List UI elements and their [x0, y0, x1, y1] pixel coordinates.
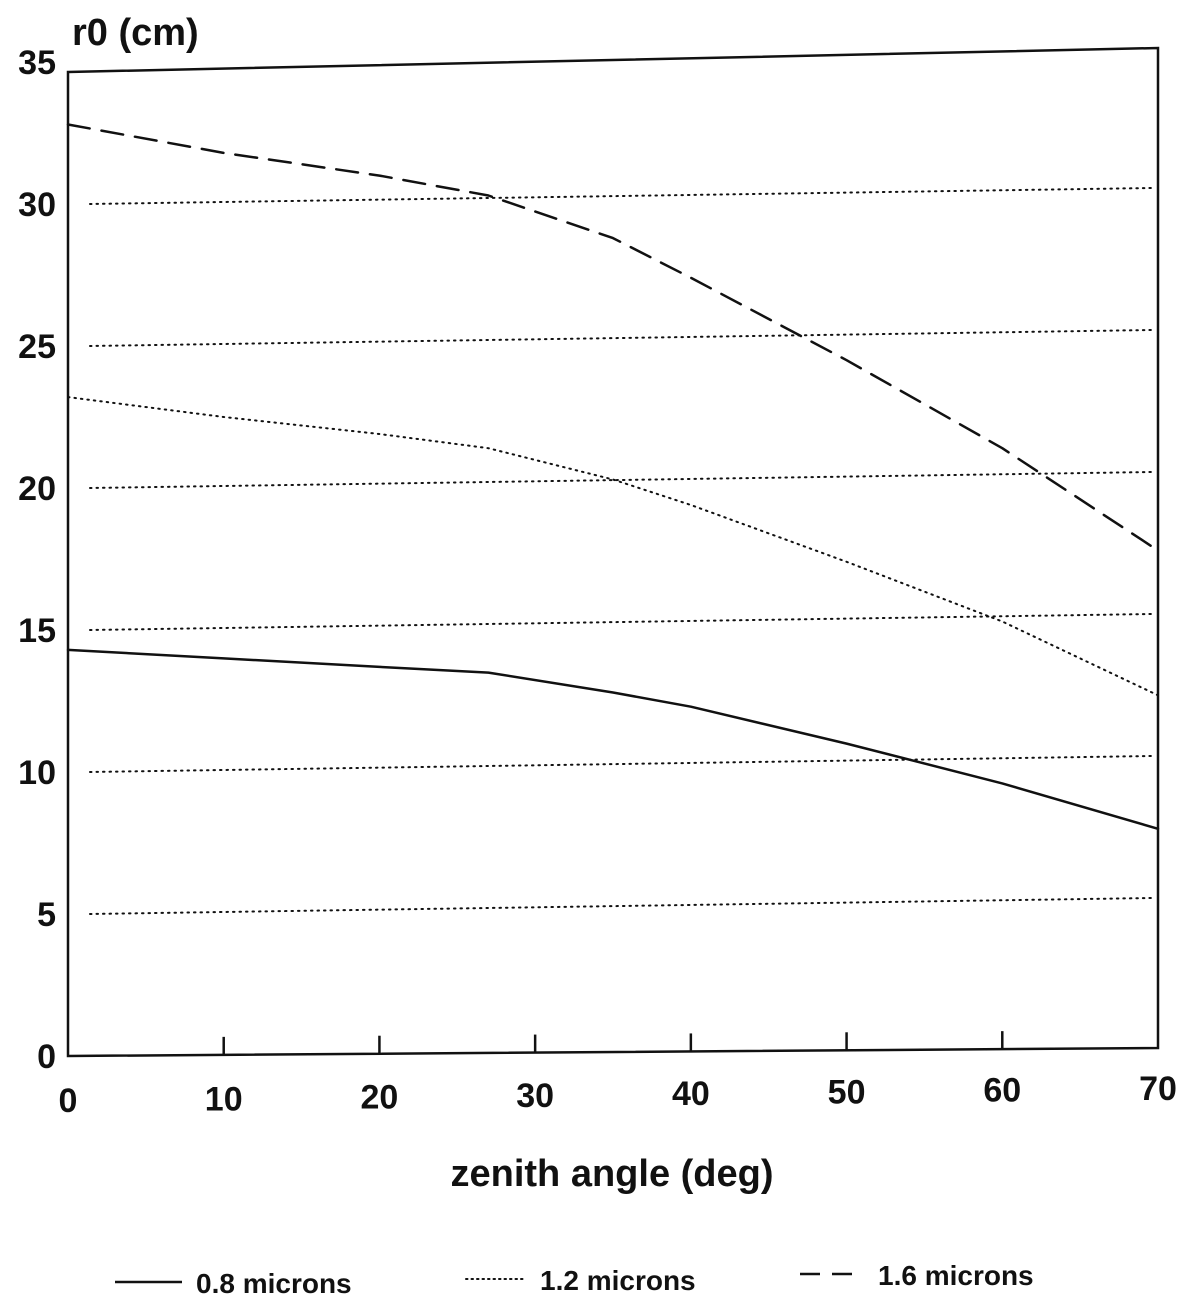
y-tick-label-5: 5: [37, 896, 56, 934]
x-tick-label-20: 20: [361, 1079, 399, 1117]
y-tick-label-20: 20: [18, 470, 56, 508]
grid-line-20: [89, 471, 1153, 489]
series-line-1-2-microns: [67, 396, 1159, 697]
x-tick-label-70: 70: [1139, 1070, 1177, 1108]
x-axis-title: zenith angle (deg): [451, 1153, 774, 1195]
series-line-1-6-microns: [66, 123, 1160, 552]
plot-frame: [66, 46, 1160, 1058]
legend-label-0-8-microns: 0.8 microns: [196, 1268, 352, 1299]
y-tick-label-30: 30: [18, 186, 56, 224]
x-tick-label-30: 30: [516, 1077, 554, 1115]
grid-line-25: [89, 329, 1153, 347]
axes: [66, 46, 1160, 1058]
y-tick-label-10: 10: [18, 754, 56, 792]
y-tick-label-15: 15: [18, 612, 56, 650]
tick-marks: [222, 1031, 1004, 1055]
legend-label-1-2-microns: 1.2 microns: [540, 1265, 696, 1296]
y-tick-label-25: 25: [18, 328, 56, 366]
grid-line-30: [89, 187, 1153, 205]
x-tick-label-50: 50: [828, 1073, 866, 1111]
grid-lines: [89, 187, 1153, 915]
grid-line-10: [89, 755, 1153, 773]
y-axis-title: r0 (cm): [72, 12, 199, 54]
x-tick-label-10: 10: [205, 1080, 243, 1118]
grid-line-15: [89, 613, 1153, 631]
grid-line-5: [89, 897, 1153, 915]
y-tick-label-0: 0: [37, 1038, 56, 1076]
x-tick-labels: 0 10 20 30 40 50 60 70: [59, 1070, 1177, 1120]
legend-label-1-6-microns: 1.6 microns: [878, 1260, 1034, 1291]
series-line-0-8-microns: [66, 648, 1160, 831]
x-tick-label-0: 0: [59, 1082, 78, 1120]
y-tick-label-35: 35: [18, 44, 56, 82]
series-lines: [66, 123, 1160, 831]
legend: 0.8 microns 1.2 microns 1.6 microns: [115, 1260, 1034, 1299]
x-tick-label-40: 40: [672, 1075, 710, 1113]
x-tick-label-60: 60: [983, 1072, 1021, 1110]
y-tick-labels: 0 5 10 15 20 25 30 35: [18, 44, 56, 1076]
